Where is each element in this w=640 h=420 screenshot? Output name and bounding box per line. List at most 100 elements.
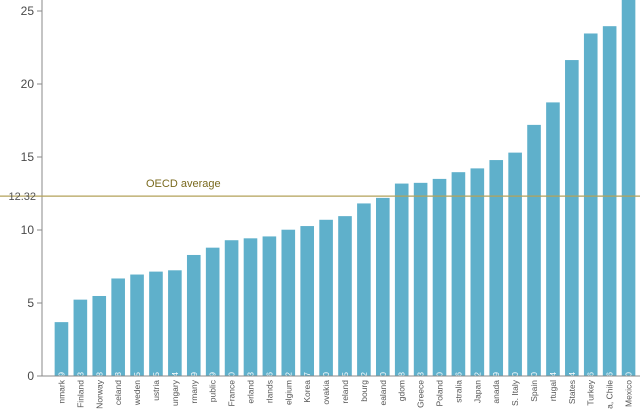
bar bbox=[357, 203, 371, 376]
oecd-average-value: 12.32 bbox=[8, 191, 36, 203]
category-label: Japan bbox=[472, 380, 482, 403]
bar bbox=[243, 238, 258, 376]
bar-value-label: 9.43 bbox=[246, 371, 255, 387]
bar-value-label: 18.74 bbox=[549, 371, 558, 392]
category-label: Korea bbox=[302, 380, 312, 403]
category-label: Greece bbox=[416, 380, 426, 408]
category-label: ovakia bbox=[321, 380, 331, 405]
bar bbox=[168, 270, 182, 376]
category-label: elgium bbox=[283, 380, 293, 405]
bar bbox=[470, 168, 485, 376]
bar bbox=[54, 322, 69, 376]
bar-value-label: 5.23 bbox=[76, 371, 85, 387]
category-label: a, Chile bbox=[605, 380, 615, 409]
category-label: erland bbox=[245, 380, 255, 404]
bar bbox=[319, 219, 333, 376]
category-label: ealand bbox=[378, 380, 388, 406]
bar bbox=[413, 182, 428, 376]
y-tick-label: 25 bbox=[21, 4, 35, 18]
y-tick-label: 5 bbox=[27, 296, 34, 310]
bar bbox=[130, 274, 144, 376]
bar bbox=[205, 247, 220, 376]
bar bbox=[376, 197, 390, 376]
bar bbox=[546, 102, 560, 377]
bar-value-label: 21.64 bbox=[568, 371, 577, 392]
bar bbox=[508, 152, 522, 376]
bar bbox=[527, 124, 541, 376]
bar-value-label: 10.27 bbox=[303, 371, 312, 392]
category-label: nmark bbox=[56, 379, 66, 403]
category-label: gdom bbox=[397, 380, 407, 401]
category-labels: nmark Finland Norway celand weden ustria ungar… bbox=[56, 379, 633, 409]
bar bbox=[338, 216, 352, 376]
category-label: States bbox=[567, 380, 577, 404]
bar-value-label: 9.30 bbox=[228, 371, 237, 387]
bar-value-label: 6.68 bbox=[114, 371, 123, 387]
bar-value-label: 14.22 bbox=[473, 371, 482, 392]
category-label: rtugal bbox=[548, 380, 558, 401]
bar-value-label: 10.95 bbox=[341, 371, 350, 392]
bar bbox=[224, 240, 239, 376]
category-label: public bbox=[208, 379, 218, 402]
category-label: S. Italy bbox=[510, 379, 520, 406]
category-label: stralia bbox=[453, 380, 463, 403]
bar-value-label: 9.56 bbox=[265, 371, 274, 387]
category-label: anada bbox=[491, 380, 501, 404]
bar bbox=[262, 236, 277, 376]
bar bbox=[602, 26, 617, 377]
bar bbox=[92, 295, 107, 376]
bar-value-label: 8.29 bbox=[190, 371, 199, 387]
bar-value-label: 23.46 bbox=[587, 371, 596, 392]
bars: 3.69 5.23 5.48 6.68 6.95 7.15 7.24 8.29 8.79 9.30… bbox=[54, 0, 636, 392]
bar-value-label: 6.95 bbox=[133, 371, 142, 387]
bar bbox=[394, 183, 409, 376]
bar-value-label: 10.02 bbox=[284, 371, 293, 392]
category-label: rmany bbox=[189, 379, 199, 403]
bar-value-label: 10.70 bbox=[322, 371, 331, 392]
oecd-average-label: OECD average bbox=[146, 178, 221, 190]
bar-value-label: 8.79 bbox=[209, 371, 218, 387]
bar-value-label: 12.20 bbox=[379, 371, 388, 392]
bar-value-label: 13.96 bbox=[454, 371, 463, 392]
bar bbox=[489, 160, 504, 376]
bar-value-label: 7.15 bbox=[152, 371, 161, 387]
bar-value-label: 11.82 bbox=[360, 371, 369, 391]
category-label: reland bbox=[340, 380, 350, 404]
bar-value-label: 13.18 bbox=[398, 371, 407, 392]
bar bbox=[451, 172, 466, 376]
bar bbox=[432, 178, 447, 376]
bar bbox=[111, 278, 125, 376]
bar bbox=[281, 229, 296, 376]
bar-value-label: 3.69 bbox=[57, 371, 66, 387]
category-label: Finland bbox=[75, 380, 85, 408]
category-label: Turkey bbox=[586, 379, 596, 405]
bar bbox=[149, 271, 163, 376]
bar bbox=[186, 254, 201, 376]
bar-value-label: 7.24 bbox=[171, 371, 180, 387]
bar bbox=[583, 33, 598, 376]
category-label: Spain bbox=[529, 380, 539, 402]
bar-value-label: 5.48 bbox=[95, 371, 104, 387]
y-tick-label: 10 bbox=[21, 223, 35, 237]
category-label: ungary bbox=[170, 379, 180, 406]
bar bbox=[300, 226, 314, 376]
bar-value-label: 13.50 bbox=[436, 371, 445, 392]
y-axis-ticks: 0 5 10 15 20 25 bbox=[21, 4, 42, 383]
bar bbox=[73, 299, 88, 376]
y-tick-label: 20 bbox=[21, 77, 35, 91]
bar-value-label: 15.30 bbox=[511, 371, 520, 392]
y-tick-label: 15 bbox=[21, 150, 35, 164]
category-label: Norway bbox=[94, 379, 104, 409]
category-label: rlands bbox=[264, 380, 274, 403]
category-label: Mexico bbox=[624, 380, 634, 407]
category-label: celand bbox=[113, 380, 123, 405]
bar-value-label: 14.79 bbox=[492, 371, 501, 392]
y-tick-label: 0 bbox=[27, 369, 34, 383]
category-label: weden bbox=[132, 380, 142, 406]
category-label: Poland bbox=[435, 380, 445, 407]
bar bbox=[621, 0, 636, 376]
bar-value-label: 13.23 bbox=[417, 371, 426, 392]
bar bbox=[565, 60, 579, 376]
bar-value-label: 25.80 bbox=[625, 371, 634, 392]
